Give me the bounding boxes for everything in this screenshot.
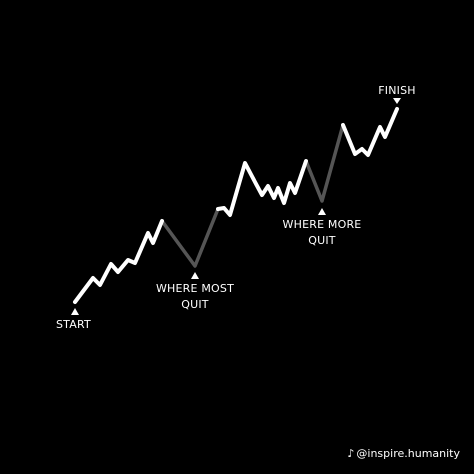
credit: ♪ @inspire.humanity (347, 447, 460, 460)
where-most-quit-marker-icon (191, 272, 199, 279)
dip-most-quit (160, 207, 220, 268)
path-segment-3 (341, 107, 399, 157)
start-marker-icon (71, 308, 79, 315)
start-label: START (56, 318, 91, 331)
where-more-quit-label-line1: WHERE MORE (283, 218, 362, 231)
where-most-quit-label-line2: QUIT (181, 298, 209, 311)
where-more-quit-marker-icon (318, 208, 326, 215)
finish-marker-icon (393, 98, 401, 104)
where-more-quit-label-line2: QUIT (308, 234, 336, 247)
where-most-quit-label-line1: WHERE MOST (156, 282, 234, 295)
path-segment-1 (73, 219, 164, 304)
credit-handle: @inspire.humanity (356, 447, 460, 460)
path-segment-2 (216, 159, 308, 217)
tiktok-note-icon: ♪ (347, 447, 355, 460)
finish-label: FINISH (378, 84, 416, 97)
dip-more-quit (304, 123, 345, 203)
